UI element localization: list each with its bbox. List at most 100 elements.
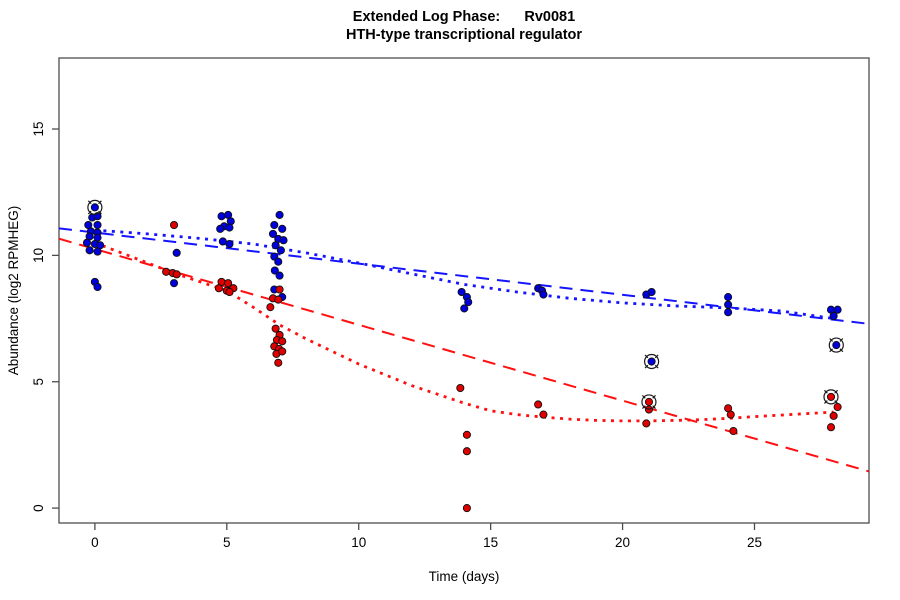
condition-red-data-point (274, 295, 283, 304)
condition-red-data-point (726, 410, 735, 419)
condition-blue-data-point (93, 282, 102, 292)
y-axis-label: Abundance (log2 RPMHEG) (6, 206, 21, 376)
condition-blue-data-point (833, 305, 842, 314)
condition-red-data-point (642, 419, 651, 428)
condition-blue-data-point (225, 223, 234, 232)
y-tick-label: 5 (31, 378, 46, 386)
condition-red-data-point (225, 287, 234, 297)
outlier-ring-stub (654, 354, 659, 359)
outlier-ring-stub (829, 338, 834, 342)
condition-red-data-point (274, 358, 283, 367)
condition-blue-data-point (647, 357, 656, 366)
outlier-ring (641, 394, 657, 410)
condition-red-data-point (539, 410, 548, 419)
condition-red-data-point (644, 397, 654, 406)
condition-blue-data-point (225, 239, 234, 249)
outlier-ring-stub (87, 200, 92, 205)
condition-blue-data-point (724, 293, 733, 302)
condition-blue-data-point (270, 220, 279, 230)
condition-blue-data-point (218, 237, 227, 246)
red-smooth-fit-trend-line (94, 241, 834, 423)
outlier-ring-stub (644, 364, 649, 369)
outlier-ring (828, 337, 844, 353)
outlier-ring-stub (829, 348, 834, 353)
condition-blue-data-point (216, 224, 225, 233)
plot-box (58, 57, 870, 524)
outlier-ring-stub (834, 400, 839, 404)
blue-linear-fit-trend-line (59, 227, 869, 325)
condition-red-data-point (833, 402, 842, 412)
condition-red-data-point (275, 285, 284, 294)
condition-blue-data-point (268, 229, 278, 238)
outlier-ring-stub (824, 389, 828, 394)
x-axis-label: Time (days) (429, 569, 500, 584)
condition-red-data-point (729, 426, 738, 436)
condition-red-data-point (462, 447, 471, 456)
condition-blue-data-point (90, 203, 99, 212)
chart-title-block: Extended Log Phase: Rv0081 HTH-type tran… (59, 8, 869, 44)
condition-red-data-point (271, 324, 280, 333)
condition-blue-data-point (647, 287, 656, 297)
condition-blue-data-point (460, 304, 469, 313)
x-tick-label: 20 (615, 535, 630, 550)
condition-red-data-point (456, 383, 465, 393)
y-tick-label: 15 (31, 121, 46, 136)
condition-blue-data-point (279, 236, 288, 245)
condition-red-data-point (534, 400, 543, 409)
outlier-ring (823, 389, 839, 405)
condition-blue-data-point (82, 238, 92, 247)
condition-blue-data-point (457, 287, 466, 297)
condition-red-data-point (214, 284, 223, 293)
condition-blue-data-point (278, 224, 287, 233)
outlier-ring-stub (839, 338, 844, 342)
condition-blue-data-point (464, 298, 473, 307)
outlier-ring-stub (824, 400, 828, 404)
condition-blue-data-point (169, 279, 179, 288)
chart-title: Extended Log Phase: Rv0081 (352, 9, 576, 25)
condition-blue-data-point (829, 311, 838, 321)
chart-subtitle: HTH-type transcriptional regulator (345, 27, 583, 43)
outlier-ring-stub (98, 210, 102, 215)
blue-smooth-fit-trend-line (94, 228, 834, 320)
x-tick-label: 0 (91, 535, 99, 550)
outlier-ring-stub (641, 394, 646, 399)
condition-blue-data-point (93, 247, 102, 256)
y-tick-label: 0 (31, 504, 46, 512)
outlier-ring-stub (652, 394, 656, 399)
condition-red-data-point (278, 337, 287, 346)
outlier-ring-stub (98, 200, 102, 205)
condition-blue-data-point (271, 241, 280, 250)
outlier-ring-stub (641, 405, 646, 409)
condition-red-data-point (829, 411, 838, 420)
outlier-ring-stub (87, 210, 92, 215)
x-tick-label: 5 (223, 535, 231, 550)
y-tick-label: 10 (31, 248, 46, 263)
condition-red-data-point (278, 347, 287, 356)
condition-blue-data-point (275, 210, 284, 219)
condition-red-data-point (826, 423, 836, 432)
condition-blue-data-point (832, 341, 841, 350)
outlier-ring (643, 353, 660, 370)
condition-blue-data-point (724, 308, 733, 317)
outlier-ring-stub (644, 354, 649, 359)
condition-blue-data-point (724, 300, 733, 309)
condition-blue-data-point (217, 212, 226, 221)
condition-blue-data-point (539, 290, 548, 299)
condition-red-data-point (162, 267, 171, 276)
outlier-ring-stub (654, 364, 659, 369)
condition-red-data-point (462, 504, 471, 513)
x-tick-label: 25 (747, 535, 762, 550)
x-tick-label: 15 (483, 535, 498, 550)
condition-blue-data-point (275, 271, 284, 280)
condition-red-data-point (266, 303, 275, 312)
condition-blue-data-point (85, 246, 94, 255)
condition-blue-data-point (172, 248, 181, 257)
condition-red-data-point (462, 430, 471, 439)
condition-blue-data-point (276, 246, 285, 255)
condition-blue-data-point (93, 220, 102, 230)
condition-blue-data-point (274, 257, 283, 266)
condition-red-data-point (172, 270, 181, 279)
x-tick-label: 10 (351, 535, 366, 550)
